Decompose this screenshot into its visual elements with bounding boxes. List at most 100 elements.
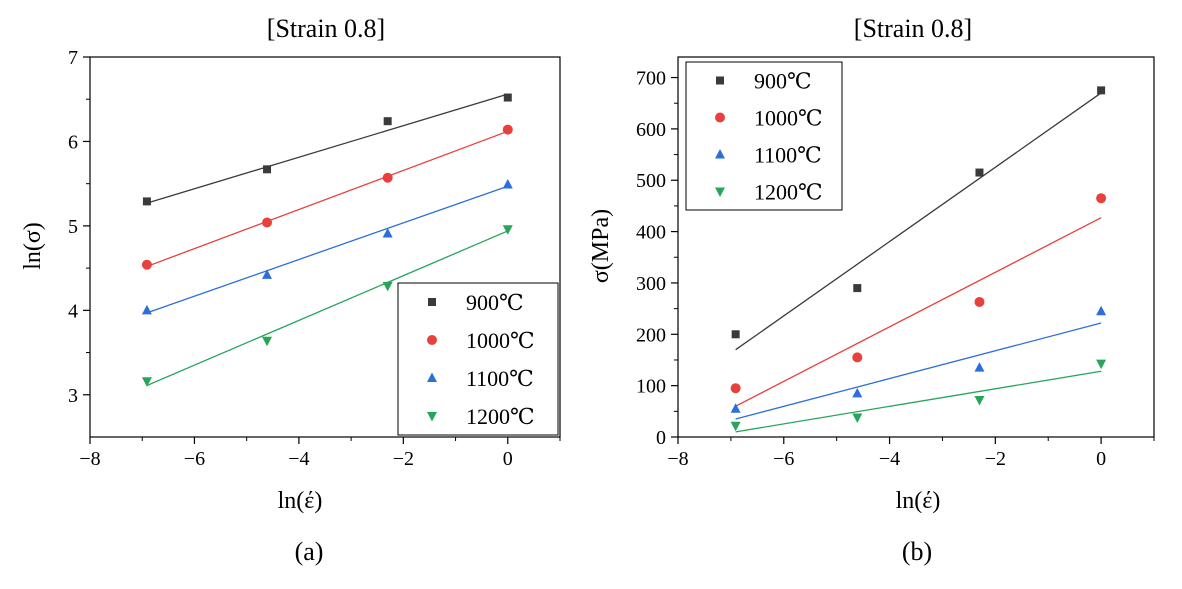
fit-line xyxy=(146,130,509,268)
data-point xyxy=(1096,193,1107,204)
fit-line xyxy=(735,322,1102,420)
chart-panel-a: [Strain 0.8] (a) ln(έ) ln(σ) −8 −6 −4 −2 0 3 4… xyxy=(20,14,561,566)
data-point xyxy=(262,336,273,347)
data-point xyxy=(382,281,393,292)
y-axis-label-a: ln(σ) xyxy=(20,222,46,270)
legend-b: 900℃ 1000℃ 1100℃ 1200℃ xyxy=(685,61,843,211)
legend-label: 1100℃ xyxy=(466,366,534,391)
y-tick-label: 5 xyxy=(68,216,78,238)
axis-ticks-b: −8 −6 −4 −2 0 0 100 200 300 400 500 600 700 xyxy=(636,68,1155,470)
x-tick-label: −6 xyxy=(773,448,794,470)
legend-marker xyxy=(427,335,437,345)
fit-lines-b xyxy=(735,92,1102,433)
data-point xyxy=(731,330,740,339)
data-point xyxy=(262,269,273,279)
x-tick-label: −4 xyxy=(879,448,900,470)
legend-box xyxy=(685,61,843,211)
legend-label: 1100℃ xyxy=(754,143,822,168)
x-tick-label: −2 xyxy=(393,448,414,470)
data-point xyxy=(382,172,393,183)
chart-title-b: [Strain 0.8] xyxy=(854,14,972,43)
legend-box xyxy=(397,282,559,436)
data-point xyxy=(141,377,152,387)
data-point xyxy=(1097,86,1106,95)
data-point xyxy=(502,124,513,135)
y-tick-label: 0 xyxy=(656,427,666,449)
y-tick-label: 3 xyxy=(68,385,78,407)
y-tick-label: 300 xyxy=(636,273,666,295)
y-tick-label: 100 xyxy=(636,376,666,398)
data-point xyxy=(853,284,862,293)
data-point xyxy=(974,296,985,307)
data-point xyxy=(852,413,863,423)
data-point xyxy=(382,227,393,238)
legend-marker xyxy=(716,76,724,85)
data-point xyxy=(502,225,513,235)
y-tick-label: 400 xyxy=(636,222,666,244)
chart-panel-b: [Strain 0.8] (b) ln(έ) σ(MPa) −8 −6 −4 −2 0 0… xyxy=(588,14,1155,566)
data-point xyxy=(730,383,741,394)
panel-caption-a: (a) xyxy=(295,537,324,566)
chart-title-a: [Strain 0.8] xyxy=(267,14,385,43)
legend-label: 900℃ xyxy=(754,69,812,94)
data-point xyxy=(383,117,392,126)
x-tick-label: −4 xyxy=(288,448,309,470)
axis-ticks-a: −8 −6 −4 −2 0 3 4 5 6 7 xyxy=(68,47,561,470)
y-tick-label: 500 xyxy=(636,170,666,192)
fit-line xyxy=(146,230,509,387)
y-tick-label: 600 xyxy=(636,119,666,141)
legend-a: 900℃ 1000℃ 1100℃ 1200℃ xyxy=(397,282,559,436)
y-tick-label: 7 xyxy=(68,47,78,69)
x-tick-label: −2 xyxy=(985,448,1006,470)
data-point xyxy=(730,403,741,413)
data-point xyxy=(141,259,152,270)
fit-lines-a xyxy=(146,93,509,387)
y-tick-label: 200 xyxy=(636,324,666,346)
legend-marker xyxy=(427,372,437,382)
data-point xyxy=(142,197,151,206)
plot-frame-b xyxy=(677,56,1155,438)
legend-marker xyxy=(427,412,437,422)
data-point xyxy=(263,165,272,174)
legend-label: 1200℃ xyxy=(754,180,823,205)
x-tick-label: −6 xyxy=(184,448,205,470)
fit-line xyxy=(735,92,1102,351)
data-point xyxy=(502,179,513,189)
fit-line xyxy=(146,185,508,314)
y-axis-label-b: σ(MPa) xyxy=(588,209,614,283)
legend-label: 1000℃ xyxy=(754,106,823,131)
x-axis-label-b: ln(έ) xyxy=(896,488,941,514)
plot-frame-a xyxy=(89,56,561,438)
data-point xyxy=(503,93,512,102)
data-point xyxy=(974,362,985,372)
data-point xyxy=(262,217,273,228)
data-point xyxy=(1096,305,1107,316)
legend-label: 1000℃ xyxy=(466,328,535,353)
data-point xyxy=(730,421,741,432)
x-axis-label-a: ln(έ) xyxy=(278,488,323,514)
x-tick-label: −8 xyxy=(79,448,100,470)
data-point xyxy=(141,304,152,315)
data-points-a xyxy=(141,93,513,387)
legend-label: 900℃ xyxy=(466,290,524,315)
data-point xyxy=(974,396,985,406)
y-tick-label: 700 xyxy=(636,68,666,90)
data-points-b xyxy=(730,86,1107,432)
legend-label: 1200℃ xyxy=(466,404,535,429)
fit-line xyxy=(735,370,1102,433)
fit-line xyxy=(735,217,1102,407)
legend-marker xyxy=(428,298,436,306)
y-tick-label: 4 xyxy=(68,300,78,322)
y-tick-label: 6 xyxy=(68,131,78,153)
legend-marker xyxy=(715,187,725,197)
fit-line xyxy=(146,93,508,204)
x-tick-label: 0 xyxy=(503,448,513,470)
data-point xyxy=(852,352,863,363)
data-point xyxy=(975,168,984,177)
panel-caption-b: (b) xyxy=(902,537,932,566)
x-tick-label: −8 xyxy=(667,448,688,470)
legend-marker xyxy=(715,149,725,159)
data-point xyxy=(1096,359,1107,370)
legend-marker xyxy=(715,112,725,123)
